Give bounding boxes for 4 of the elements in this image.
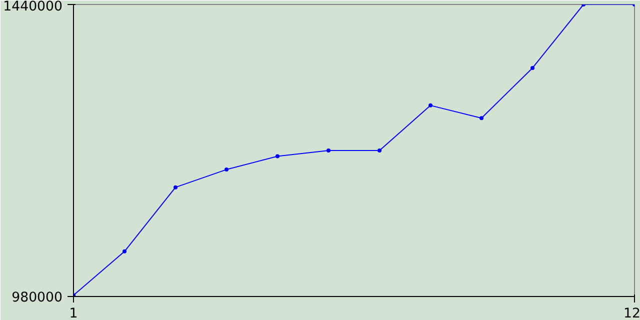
y-tick-label: 1440000 (3, 0, 62, 14)
y-tick-label: 980000 (12, 290, 63, 306)
x-tick-label: 12 (624, 306, 640, 320)
x-tick-label: 1 (69, 306, 78, 320)
